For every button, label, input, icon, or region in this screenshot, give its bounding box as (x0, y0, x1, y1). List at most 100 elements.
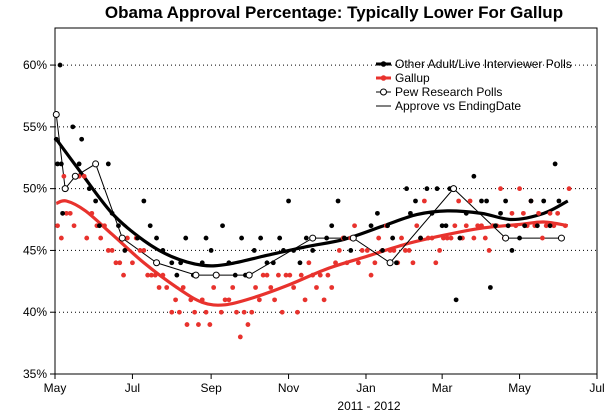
gallup-point (509, 210, 515, 216)
gallup-point (391, 248, 397, 253)
other-poll-point (413, 198, 418, 204)
other-poll-point (556, 198, 562, 204)
gallup-point (211, 285, 217, 290)
other-poll-point (453, 297, 459, 303)
other-poll-point (342, 235, 347, 241)
gallup-point (467, 198, 473, 204)
other-poll-point (348, 248, 354, 253)
gallup-point (562, 223, 568, 229)
other-poll-point (251, 248, 257, 253)
x-tick-label: Mar (432, 381, 453, 395)
gallup-point (234, 309, 239, 315)
gallup-point (260, 272, 266, 278)
gallup-point (486, 248, 492, 253)
other-poll-point (154, 235, 159, 241)
other-poll-point (375, 210, 380, 216)
gallup-point (58, 235, 64, 241)
gallup-point (241, 309, 247, 315)
gallup-point (256, 297, 262, 303)
other-poll-point (70, 124, 76, 130)
legend-swatch-dot (380, 61, 387, 67)
gallup-point (152, 272, 158, 278)
gallup-point (543, 223, 549, 229)
gallup-point (173, 297, 178, 303)
other-poll-point (534, 223, 540, 229)
legend-label: Other Adult/Live Interviewer Polls (395, 57, 572, 71)
other-poll-point (232, 272, 238, 278)
gallup-point (253, 285, 258, 290)
other-poll-point (286, 198, 291, 204)
x-axis-label: 2011 - 2012 (337, 399, 400, 413)
gallup-point (164, 285, 170, 290)
other-poll-point (258, 235, 264, 241)
gallup-point (160, 272, 166, 278)
gallup-point (268, 285, 274, 290)
pew-point (118, 234, 126, 242)
other-poll-point (79, 136, 85, 142)
gallup-point (130, 260, 135, 266)
gallup-point (372, 260, 378, 266)
gallup-point (109, 248, 115, 253)
x-tick-label: Jul (589, 381, 604, 395)
other-poll-point (135, 235, 140, 241)
other-poll-point (324, 235, 330, 241)
gallup-point (306, 260, 312, 266)
other-poll-point (484, 198, 489, 204)
legend: Other Adult/Live Interviewer PollsGallup… (376, 57, 572, 113)
gallup-point (222, 297, 228, 303)
trend-lines (54, 138, 569, 307)
gallup-point (471, 235, 477, 241)
gallup-point (287, 272, 293, 278)
gallup-point (410, 260, 416, 266)
gallup-point (81, 173, 87, 179)
gallup-point (551, 223, 557, 229)
gallup-point (230, 285, 236, 290)
pew-point (386, 259, 394, 267)
gallup-point (67, 210, 73, 216)
gallup-point (314, 285, 319, 290)
other-poll-point (220, 223, 225, 229)
gallup-point (336, 248, 342, 253)
gallup-point (121, 272, 126, 278)
other-poll-point (404, 186, 410, 192)
gallup-point (188, 297, 194, 303)
other-poll-point (509, 248, 515, 253)
other-poll-point (122, 248, 128, 253)
other-poll-point (457, 235, 463, 241)
gallup-point (364, 248, 370, 253)
pew-point (245, 271, 253, 279)
pew-point (52, 111, 60, 118)
x-tick-label: Jul (125, 381, 140, 395)
legend-label: Gallup (395, 71, 430, 85)
gallup-point (317, 272, 323, 278)
gallup-point (276, 272, 281, 278)
gallup-point (180, 285, 186, 290)
gallup-point (264, 272, 270, 278)
other-poll-point (528, 198, 534, 204)
other-poll-point (116, 223, 121, 229)
gallup-point (433, 260, 439, 266)
other-poll-point (471, 173, 477, 179)
pew-point (502, 234, 510, 242)
other-poll-point (368, 223, 374, 229)
gallup-point (145, 272, 151, 278)
gallup-point (192, 309, 198, 315)
gallup-point (113, 260, 119, 266)
gallup-point (272, 297, 277, 303)
other-poll-point (60, 210, 66, 216)
other-poll-point (552, 161, 558, 167)
other-poll-point (424, 186, 430, 192)
y-tick-label: 50% (23, 182, 47, 196)
other-poll-point (203, 235, 209, 241)
gallup-point (555, 210, 561, 216)
other-poll-point (390, 235, 396, 241)
gallup-point (402, 248, 408, 253)
pew-point (309, 234, 317, 242)
gallup-trend-line (55, 199, 569, 307)
other-poll-point (408, 210, 413, 216)
other-poll-point (183, 235, 189, 241)
x-tick-label: Nov (278, 381, 299, 395)
other-poll-point (270, 260, 276, 266)
other-poll-point (385, 223, 390, 229)
gallup-point (437, 248, 443, 253)
